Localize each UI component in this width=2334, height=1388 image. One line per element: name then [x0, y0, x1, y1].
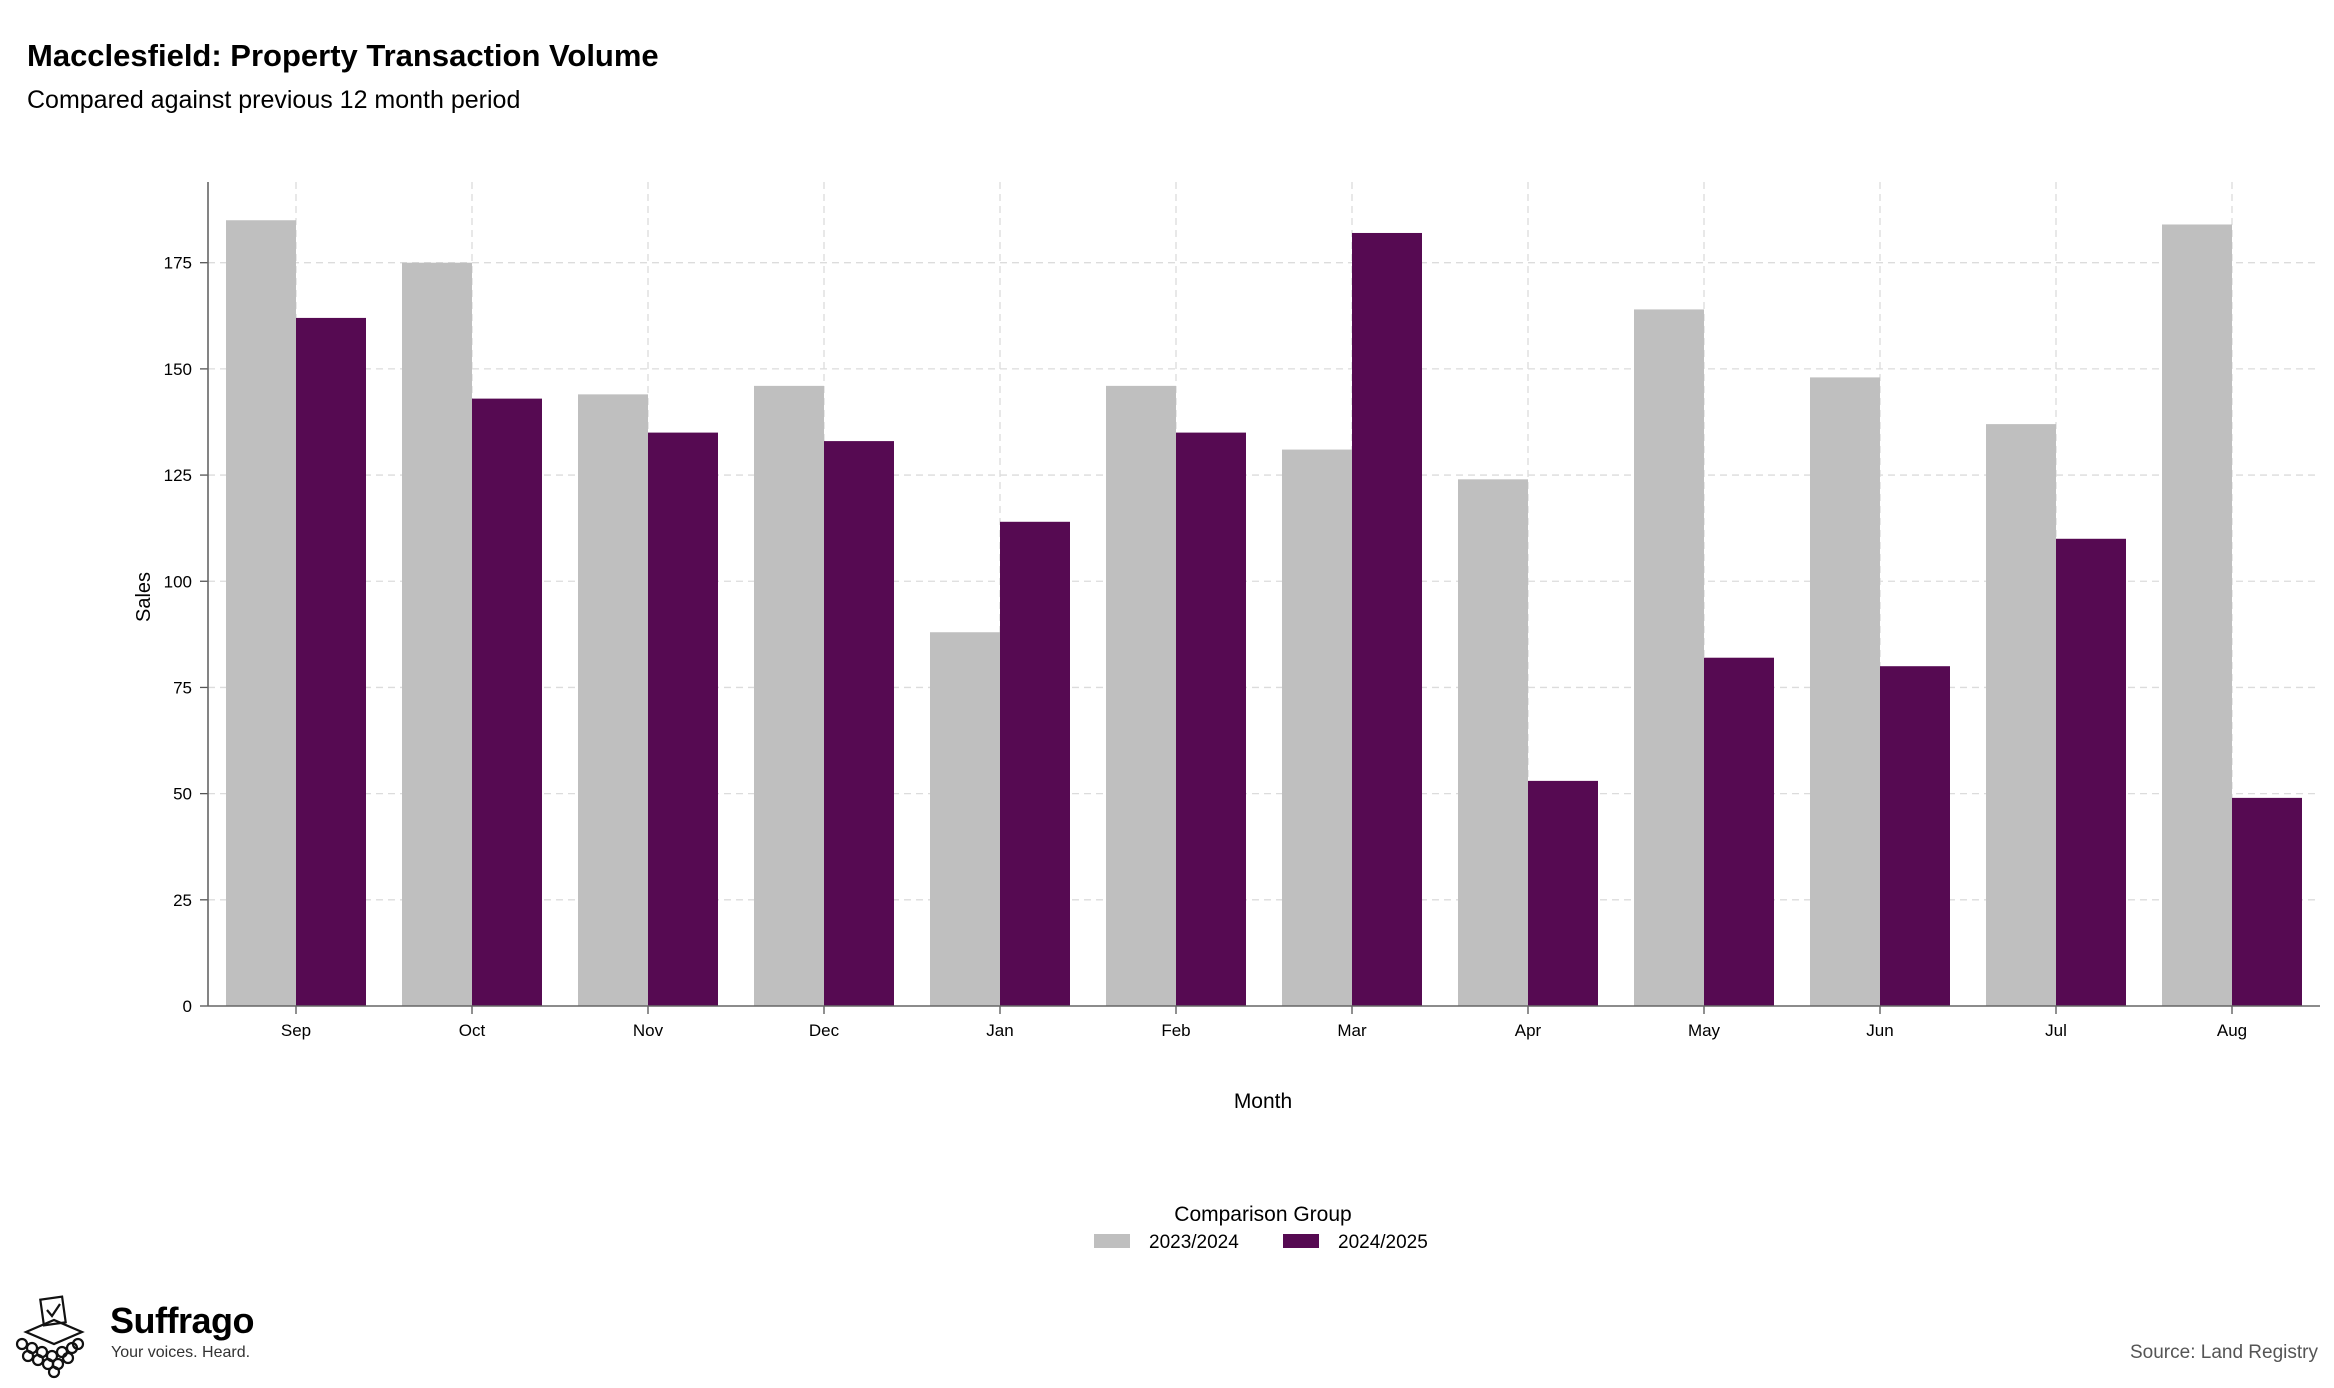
bar-previous-jul — [1986, 424, 2056, 1006]
x-tick-label: Nov — [633, 1021, 664, 1040]
x-tick-label: Feb — [1161, 1021, 1190, 1040]
bar-previous-may — [1634, 309, 1704, 1006]
bar-current-feb — [1176, 432, 1246, 1007]
bar-previous-apr — [1458, 479, 1528, 1006]
chart-subtitle: Compared against previous 12 month perio… — [27, 86, 521, 114]
bar-previous-jun — [1810, 377, 1880, 1006]
brand-name: Suffrago — [110, 1300, 255, 1341]
x-tick-label: Apr — [1515, 1021, 1542, 1040]
y-tick-label: 175 — [164, 254, 192, 273]
legend-swatch — [1283, 1234, 1319, 1248]
bar-current-aug — [2232, 797, 2302, 1006]
legend-swatch — [1094, 1234, 1130, 1248]
y-axis-label: Sales — [133, 572, 155, 622]
x-tick-label: May — [1688, 1021, 1721, 1040]
bar-current-sep — [296, 317, 366, 1007]
y-tick-label: 50 — [173, 785, 192, 804]
bar-current-nov — [648, 432, 718, 1007]
axes: 0 25 50 75 100 125 150 175 Sep Oct Nov Dec Jan Feb Mar… — [164, 182, 2320, 1040]
legend-title: Comparison Group — [1174, 1203, 1351, 1226]
bar-current-jun — [1880, 666, 1950, 1006]
x-axis-label: Month — [1234, 1090, 1292, 1113]
y-tick-label: 75 — [173, 678, 192, 697]
bar-previous-oct — [402, 262, 472, 1006]
x-tick-label: Jun — [1866, 1021, 1893, 1040]
bar-previous-feb — [1106, 385, 1176, 1006]
y-tick-label: 100 — [164, 572, 192, 591]
legend-label: 2023/2024 — [1149, 1232, 1239, 1253]
x-tick-label: Jan — [986, 1021, 1013, 1040]
bar-previous-nov — [578, 394, 648, 1007]
x-tick-label: Mar — [1337, 1021, 1367, 1040]
bar-current-may — [1704, 657, 1774, 1006]
bar-previous-aug — [2162, 224, 2232, 1006]
bar-previous-sep — [226, 220, 296, 1006]
x-tick-label: Sep — [281, 1021, 311, 1040]
y-tick-label: 0 — [183, 997, 192, 1016]
bar-current-oct — [472, 398, 542, 1007]
y-tick-label: 150 — [164, 360, 192, 379]
source-note: Source: Land Registry — [2130, 1342, 2318, 1363]
legend-label: 2024/2025 — [1338, 1232, 1428, 1253]
ballot-box-icon — [15, 1295, 85, 1379]
bar-previous-jan — [930, 632, 1000, 1006]
x-tick-label: Aug — [2217, 1021, 2247, 1040]
x-tick-label: Oct — [459, 1021, 486, 1040]
chart-title: Macclesfield: Property Transaction Volum… — [27, 38, 659, 73]
bar-current-mar — [1352, 232, 1422, 1007]
bar-current-dec — [824, 441, 894, 1006]
brand-tagline: Your voices. Heard. — [111, 1344, 251, 1361]
bar-previous-dec — [754, 385, 824, 1006]
bar-current-jul — [2056, 538, 2126, 1006]
bar-current-apr — [1528, 780, 1598, 1006]
legend: Comparison Group 2023/2024 2024/2025 — [1094, 1203, 1428, 1253]
bars — [226, 220, 2302, 1007]
bar-current-jan — [1000, 521, 1070, 1006]
y-tick-label: 25 — [173, 891, 192, 910]
x-tick-label: Jul — [2045, 1021, 2067, 1040]
x-tick-label: Dec — [809, 1021, 840, 1040]
y-tick-label: 125 — [164, 466, 192, 485]
bar-previous-mar — [1282, 449, 1352, 1006]
